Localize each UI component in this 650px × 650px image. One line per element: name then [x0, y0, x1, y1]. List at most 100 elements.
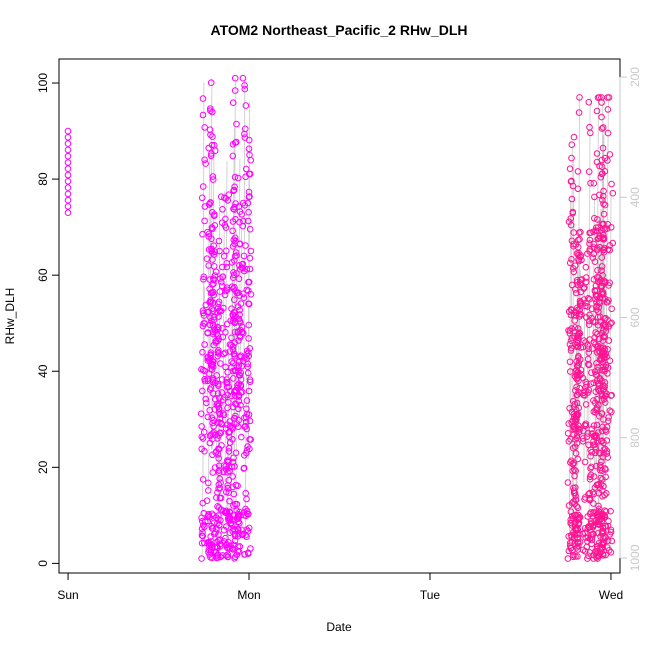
data-point: [596, 294, 604, 301]
data-point: [576, 384, 583, 392]
profile-line: [209, 78, 213, 368]
data-point: [591, 432, 599, 439]
data-point: [207, 105, 214, 112]
data-point: [233, 120, 240, 128]
data-point: [593, 421, 601, 429]
data-point: [603, 437, 611, 444]
data-point: [582, 420, 590, 428]
data-point: [243, 447, 251, 454]
data-point: [243, 507, 251, 515]
data-point: [576, 538, 584, 546]
data-point: [221, 221, 229, 229]
data-point: [222, 534, 229, 542]
data-point: [600, 246, 608, 253]
data-point: [595, 529, 602, 537]
data-point: [201, 523, 208, 531]
data-point: [214, 309, 221, 316]
data-point: [205, 230, 213, 238]
data-point: [64, 134, 72, 141]
data-point: [206, 321, 214, 329]
data-point: [209, 209, 216, 216]
data-point: [204, 413, 212, 421]
data-point: [573, 289, 580, 297]
data-point: [582, 388, 589, 395]
data-point: [605, 337, 613, 344]
data-point: [198, 423, 205, 430]
data-point: [236, 208, 244, 215]
data-point: [238, 388, 246, 396]
data-point: [603, 225, 611, 232]
data-point: [586, 229, 593, 237]
data-point: [595, 191, 603, 199]
data-point: [247, 545, 254, 552]
data-point: [603, 490, 610, 497]
data-point: [603, 450, 611, 457]
data-point: [230, 359, 237, 367]
data-point: [595, 505, 603, 513]
data-point: [575, 109, 583, 116]
data-point: [231, 309, 239, 316]
data-point: [220, 468, 227, 476]
data-point: [593, 292, 600, 299]
data-point: [601, 507, 609, 515]
data-point: [242, 165, 250, 173]
data-point: [585, 345, 592, 353]
data-point: [228, 334, 235, 342]
data-point: [199, 532, 207, 540]
data-point: [569, 444, 577, 452]
data-point: [204, 228, 211, 236]
data-point: [215, 462, 223, 470]
data-point: [231, 296, 238, 304]
data-point: [595, 513, 602, 521]
data-point: [602, 551, 609, 559]
data-point: [574, 185, 582, 193]
data-point: [575, 359, 583, 367]
data-point: [575, 352, 582, 360]
data-point: [229, 152, 237, 160]
data-point: [576, 297, 584, 305]
data-point: [200, 276, 207, 283]
data-point: [604, 129, 612, 137]
data-point: [590, 530, 597, 538]
data-point: [238, 433, 245, 441]
data-point: [224, 469, 231, 476]
data-point: [608, 180, 615, 188]
data-point: [585, 361, 593, 369]
data-point: [223, 247, 230, 255]
data-point: [236, 262, 243, 269]
data-point: [243, 286, 251, 294]
data-point: [223, 284, 231, 292]
data-point: [209, 307, 217, 315]
data-point: [567, 347, 575, 354]
data-point: [595, 502, 602, 510]
data-point: [245, 387, 253, 395]
data-point: [603, 299, 611, 306]
data-point: [584, 250, 591, 257]
data-point: [593, 359, 600, 367]
data-point: [594, 363, 601, 371]
data-point: [608, 537, 616, 545]
data-point: [568, 334, 576, 342]
data-points: [64, 74, 617, 562]
data-point: [202, 160, 209, 167]
data-point: [205, 487, 212, 494]
data-point: [198, 194, 206, 202]
data-point: [64, 203, 72, 210]
data-point: [564, 555, 572, 562]
data-point: [568, 457, 575, 465]
data-point: [222, 349, 229, 357]
data-point: [236, 265, 244, 273]
data-point: [598, 279, 606, 286]
data-point: [208, 150, 215, 157]
data-point: [198, 555, 205, 562]
data-point: [215, 455, 222, 462]
data-point: [225, 448, 233, 455]
data-point: [600, 200, 607, 208]
data-point: [569, 512, 576, 520]
data-point: [223, 379, 231, 387]
y-tick-label: 80: [36, 172, 50, 186]
data-point: [582, 534, 590, 541]
data-point: [242, 242, 249, 249]
data-point: [593, 150, 601, 157]
y-tick-label: 100: [36, 73, 50, 93]
